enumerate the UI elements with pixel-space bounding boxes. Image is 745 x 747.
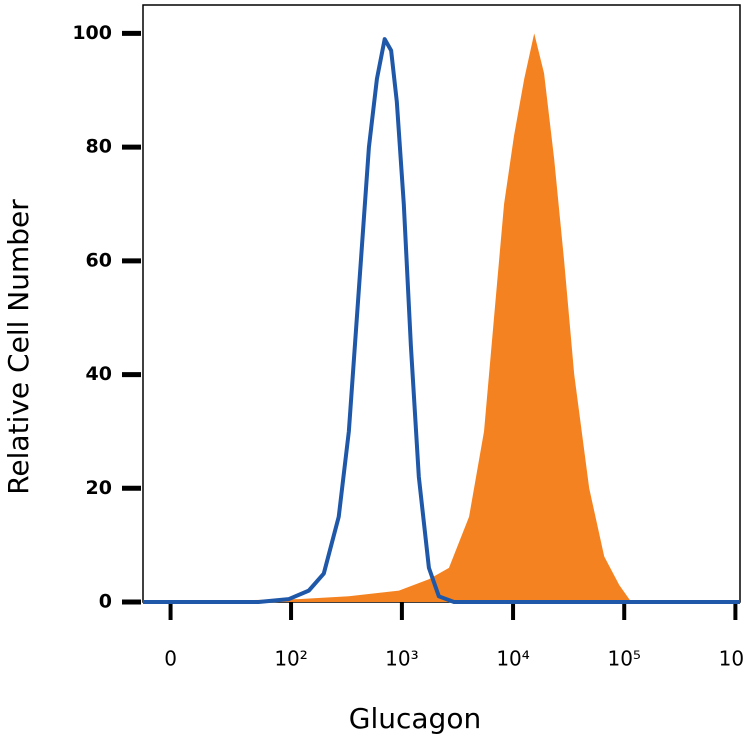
x-tick-label: 10² [274,647,307,671]
plot-frame [142,4,741,603]
x-tick-label: 10⁶ [719,647,745,671]
histogram-area [143,33,740,603]
x-tick-label: 10⁵ [607,647,640,671]
y-tick-label: 20 [86,477,112,499]
y-tick-label: 40 [86,363,112,385]
y-tick-label: 100 [72,22,112,44]
y-tick-label: 60 [86,249,112,271]
x-axis-title: Glucagon [349,702,481,735]
histogram-line [143,37,740,604]
y-axis-title: Relative Cell Number [2,199,35,495]
y-tick-label: 80 [86,136,112,158]
x-tick-label: 10⁴ [496,647,529,671]
x-tick-label: 10³ [385,647,418,671]
y-tick-label: 0 [99,591,112,613]
x-tick-label: 0 [164,647,177,671]
